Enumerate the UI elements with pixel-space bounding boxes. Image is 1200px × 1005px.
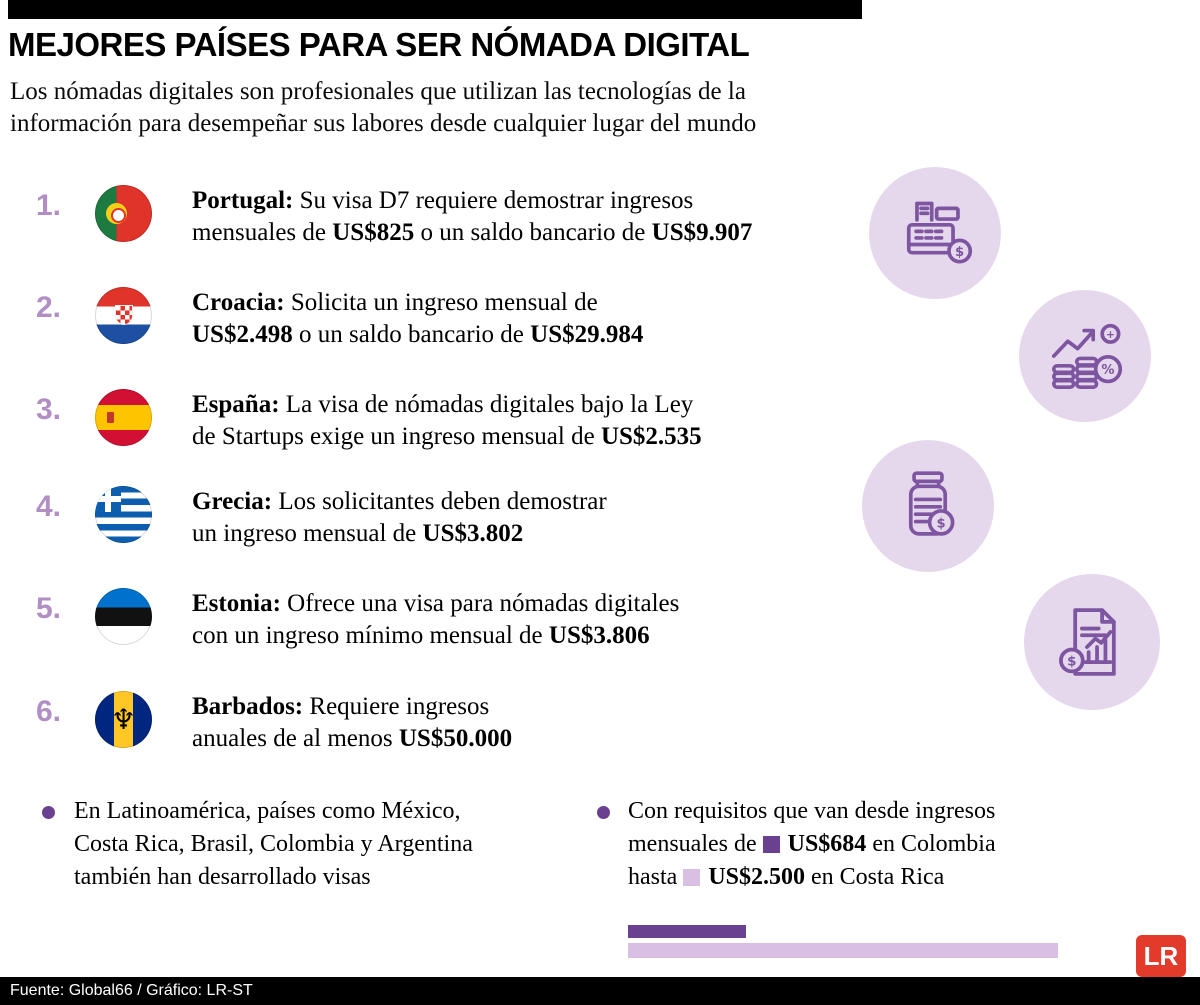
- list-item-grecia: 4. Grecia: Los solicitantes deben demost…: [0, 486, 880, 552]
- plus-glyph: +: [1106, 328, 1115, 341]
- note-text: en Colombia: [866, 831, 996, 857]
- note-requisitos: Con requisitos que van desde ingresos men…: [628, 795, 1108, 894]
- coin-jar-art: $: [908, 471, 955, 536]
- amount: US$825: [332, 219, 415, 246]
- note-text: mensuales de: [628, 831, 763, 857]
- list-item-croacia: 2. Croacia: Solicita un ingreso mensual …: [0, 287, 880, 353]
- barbados-flag-icon: ♆: [95, 691, 152, 748]
- amount: US$3.802: [422, 520, 524, 547]
- amount: US$9.907: [651, 219, 753, 246]
- croatia-flag-icon: [95, 287, 152, 344]
- country-name: Croacia:: [192, 289, 285, 316]
- bullet-icon: [42, 806, 55, 819]
- note-text: hasta: [628, 864, 684, 890]
- desc-text: o un saldo bancario de: [292, 321, 531, 348]
- amount: US$684: [787, 831, 867, 857]
- note-text: Con requisitos que van desde ingresos: [628, 798, 996, 824]
- financial-report-icon: $: [1024, 574, 1160, 710]
- rank-number: 5.: [36, 592, 62, 625]
- growth-chart-art: + %: [1051, 323, 1123, 390]
- financial-report-art: $: [1059, 608, 1116, 676]
- country-description: Estonia: Ofrece una visa para nómadas di…: [192, 588, 857, 652]
- rank-number: 2.: [36, 291, 62, 324]
- bar-costa-rica: [628, 943, 1058, 958]
- flag-emblem: [106, 203, 127, 224]
- desc-text: con un ingreso mínimo mensual de: [192, 622, 549, 649]
- desc-text: un ingreso mensual de: [192, 520, 423, 547]
- country-description: Portugal: Su visa D7 requiere demostrar …: [192, 185, 857, 249]
- amount: US$2.535: [600, 423, 702, 450]
- top-rule: [8, 0, 862, 19]
- source-credit: Fuente: Global66 / Gráfico: LR-ST: [10, 982, 253, 999]
- estonia-flag-icon: [95, 588, 152, 645]
- flag-crest: [107, 412, 114, 423]
- country-description: España: La visa de nómadas digitales baj…: [192, 389, 857, 453]
- page-title: MEJORES PAÍSES PARA SER NÓMADA DIGITAL: [8, 26, 750, 63]
- rank-number: 3.: [36, 393, 62, 426]
- list-item-portugal: 1. Portugal: Su visa D7 requiere demostr…: [0, 185, 880, 251]
- country-name: España:: [192, 391, 280, 418]
- rank-number: 4.: [36, 490, 62, 523]
- desc-text: anuales de al menos: [192, 725, 399, 752]
- desc-text: mensuales de: [192, 219, 333, 246]
- dollar-glyph: $: [937, 516, 946, 531]
- amount: US$2.500: [708, 864, 805, 890]
- bullet-icon: [597, 806, 610, 819]
- desc-text: Su visa D7 requiere demostrar ingresos: [293, 187, 694, 214]
- country-name: Estonia:: [192, 590, 281, 617]
- legend-costa-rica-swatch: [683, 869, 701, 886]
- coin-jar-icon: $: [862, 440, 994, 572]
- percent-glyph: %: [1101, 363, 1114, 378]
- spain-flag-icon: [95, 389, 152, 446]
- lr-logo: LR: [1136, 935, 1186, 977]
- cash-register-icon: $: [869, 167, 1001, 299]
- country-description: Grecia: Los solicitantes deben demostrar…: [192, 486, 857, 550]
- growth-chart-coins-icon: + %: [1019, 290, 1151, 422]
- rank-number: 6.: [36, 695, 62, 728]
- list-item-barbados: 6. ♆ Barbados: Requiere ingresos anuales …: [0, 691, 880, 757]
- amount: US$29.984: [530, 321, 644, 348]
- list-item-espana: 3. España: La visa de nómadas digitales …: [0, 389, 880, 455]
- dollar-glyph: $: [1067, 655, 1076, 670]
- portugal-flag-icon: [95, 185, 152, 242]
- country-name: Barbados:: [192, 693, 304, 720]
- list-item-estonia: 5. Estonia: Ofrece una visa para nómadas…: [0, 588, 880, 654]
- bar-colombia: [628, 925, 746, 938]
- desc-text: Ofrece una visa para nómadas digitales: [280, 590, 680, 617]
- trident-icon: ♆: [110, 702, 137, 736]
- flag-canton-cross: [95, 486, 121, 512]
- note-text: en Costa Rica: [805, 864, 945, 890]
- desc-text: Requiere ingresos: [303, 693, 490, 720]
- amount: US$50.000: [398, 725, 513, 752]
- amount: US$3.806: [548, 622, 650, 649]
- desc-text: de Startups exige un ingreso mensual de: [192, 423, 601, 450]
- flag-crest: [114, 305, 133, 325]
- desc-text: La visa de nómadas digitales bajo la Ley: [279, 391, 694, 418]
- page-subtitle: Los nómadas digitales son profesionales …: [10, 78, 757, 137]
- legend-colombia-swatch: [762, 836, 780, 853]
- desc-text: o un saldo bancario de: [414, 219, 652, 246]
- country-name: Portugal:: [192, 187, 294, 214]
- desc-text: Solicita un ingreso mensual de: [284, 289, 598, 316]
- note-latam: En Latinoamérica, países como México, Co…: [74, 798, 473, 890]
- lr-logo-text: LR: [1143, 940, 1179, 971]
- rank-number: 1.: [36, 189, 62, 222]
- footer-bar: Fuente: Global66 / Gráfico: LR-ST: [0, 977, 1200, 1005]
- greece-flag-icon: [95, 486, 152, 543]
- country-description: Barbados: Requiere ingresos anuales de al…: [192, 691, 857, 755]
- desc-text: Los solicitantes deben demostrar: [272, 488, 607, 515]
- amount: US$2.498: [192, 321, 293, 348]
- cash-register-art: $: [906, 201, 973, 264]
- country-description: Croacia: Solicita un ingreso mensual de U…: [192, 287, 857, 351]
- dollar-glyph: $: [955, 245, 964, 260]
- country-name: Grecia:: [192, 488, 273, 515]
